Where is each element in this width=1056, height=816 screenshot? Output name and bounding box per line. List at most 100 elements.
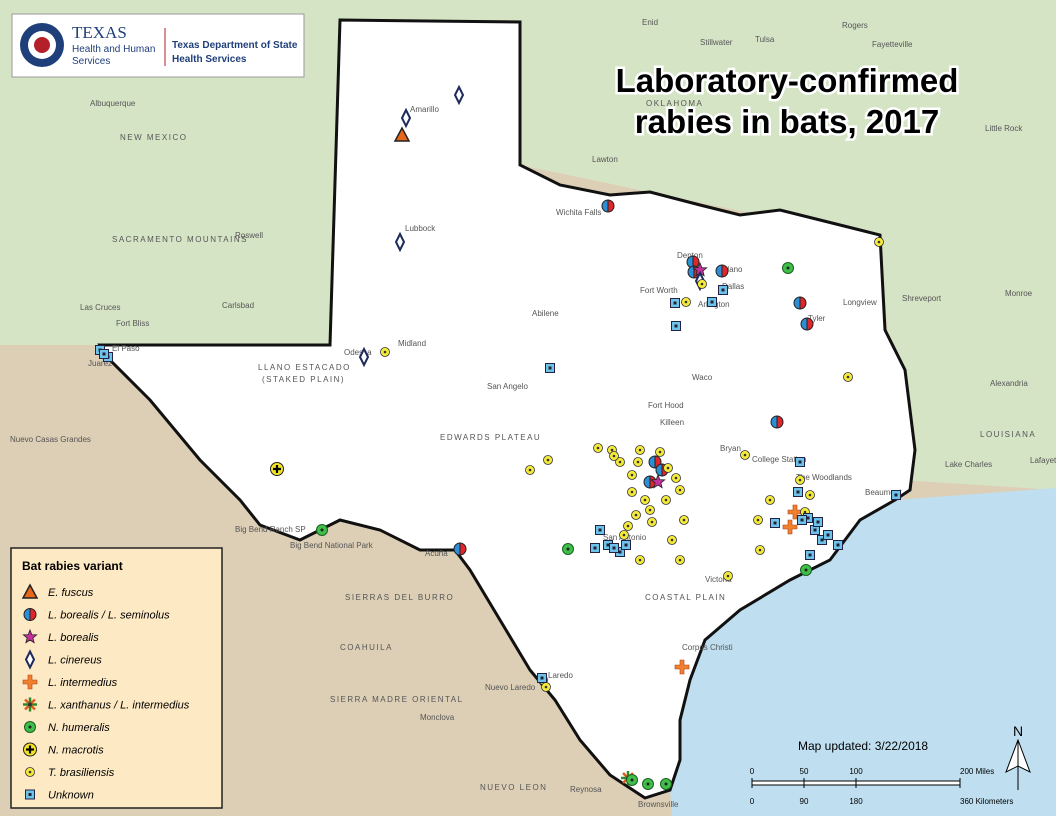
place-label: El Paso xyxy=(112,344,140,353)
dot xyxy=(566,547,570,551)
gulf xyxy=(670,488,1056,816)
dot xyxy=(673,301,677,305)
place-label: Fort Worth xyxy=(640,286,678,295)
marker xyxy=(823,530,833,540)
place-label: Big Bend National Park xyxy=(290,541,374,550)
place-label: Beaumont xyxy=(865,488,902,497)
dot xyxy=(610,448,614,452)
dot xyxy=(622,533,626,537)
marker xyxy=(891,490,901,500)
place-label: Shreveport xyxy=(902,294,942,303)
title-line: rabies in bats, 2017 xyxy=(635,103,940,140)
dot xyxy=(816,520,820,524)
place-label: NEW MEXICO xyxy=(120,133,187,142)
marker xyxy=(663,463,673,473)
dot xyxy=(726,574,730,578)
dot xyxy=(618,460,622,464)
dot xyxy=(626,524,630,528)
place-label: Tyler xyxy=(808,314,826,323)
marker xyxy=(601,199,615,213)
dot xyxy=(674,324,678,328)
place-label: Killeen xyxy=(660,418,684,427)
dot xyxy=(684,300,688,304)
dot xyxy=(721,288,725,292)
texas xyxy=(97,18,917,800)
place-labels: Amarillo Lubbock Midland Odessa El PasoJuare… xyxy=(10,18,1056,809)
scale-label: 360 Kilometers xyxy=(960,797,1013,806)
legend-label: L. borealis xyxy=(48,632,99,644)
marker xyxy=(543,455,553,465)
e-fuscus xyxy=(21,583,39,599)
legend-label: L. intermedius xyxy=(48,677,118,689)
place-label: Victoria xyxy=(705,575,732,584)
scale-bar: 0 0 50 90 100 180 200 Miles 360 Kilometers xyxy=(750,767,1014,806)
dot xyxy=(624,543,628,547)
half-red xyxy=(776,415,784,429)
place-label: Carlsbad xyxy=(222,301,254,310)
place-label: Stillwater xyxy=(700,38,733,47)
half-red xyxy=(721,264,729,278)
place-label: LLANO ESTACADO xyxy=(258,363,351,372)
place-label: EDWARDS PLATEAU xyxy=(440,433,541,442)
l-borealis xyxy=(22,628,38,644)
legend-symbol xyxy=(25,789,35,800)
place-label: Fort Bliss xyxy=(116,319,149,328)
marker xyxy=(609,451,619,461)
map-updated: Map updated: 3/22/2018 xyxy=(798,739,928,753)
legend-label: L. cinereus xyxy=(48,655,102,667)
marker xyxy=(640,495,650,505)
l-cinereus xyxy=(453,84,465,106)
logo-seal-star xyxy=(34,37,50,53)
dot xyxy=(598,528,602,532)
place-label: Brownsville xyxy=(638,800,679,809)
dot xyxy=(804,568,808,572)
place-label: Roswell xyxy=(235,231,263,240)
marker xyxy=(782,519,798,535)
logo-text: Services xyxy=(72,56,110,67)
scale-label: 50 xyxy=(800,767,809,776)
marker xyxy=(537,673,547,683)
legend-label: N. macrotis xyxy=(48,745,104,757)
place-label: Lawton xyxy=(592,155,618,164)
l-intermedius xyxy=(22,674,38,690)
place-label: Enid xyxy=(642,18,658,27)
l-cinereus xyxy=(400,107,412,129)
marker xyxy=(650,473,666,489)
place-label: Nuevo Laredo xyxy=(485,683,536,692)
center xyxy=(28,702,32,707)
dot xyxy=(846,375,850,379)
legend-label: Unknown xyxy=(48,790,94,802)
dot xyxy=(548,366,552,370)
place-label: SIERRAS DEL BURRO xyxy=(345,593,454,602)
dot xyxy=(806,516,810,520)
marker xyxy=(642,778,654,790)
place-label: Amarillo xyxy=(410,105,439,114)
marker xyxy=(805,490,815,500)
marker xyxy=(615,457,625,467)
dot xyxy=(634,513,638,517)
marker xyxy=(316,524,328,536)
place-label: Plano xyxy=(722,265,743,274)
place-label: San Angelo xyxy=(487,382,528,391)
half-red xyxy=(607,199,615,213)
legend-symbol xyxy=(23,607,37,622)
title: Laboratory-confirmed rabies in bats, 201… xyxy=(613,60,961,143)
dot xyxy=(670,538,674,542)
legend-symbol xyxy=(23,742,37,757)
dot xyxy=(658,450,662,454)
marker xyxy=(874,237,884,247)
place-label: Rogers xyxy=(842,21,868,30)
marker xyxy=(670,298,680,308)
us-land xyxy=(0,0,1056,490)
dot xyxy=(836,543,840,547)
place-label: Corpus Christi xyxy=(682,643,733,652)
dot xyxy=(786,266,790,270)
plus xyxy=(26,745,34,754)
legend-label: E. fuscus xyxy=(48,587,94,599)
dot xyxy=(796,490,800,494)
scale-label: 90 xyxy=(800,797,809,806)
department: Health Services xyxy=(172,54,247,65)
marker xyxy=(621,540,631,550)
marker xyxy=(595,525,605,535)
scale-label: 100 xyxy=(849,767,863,776)
